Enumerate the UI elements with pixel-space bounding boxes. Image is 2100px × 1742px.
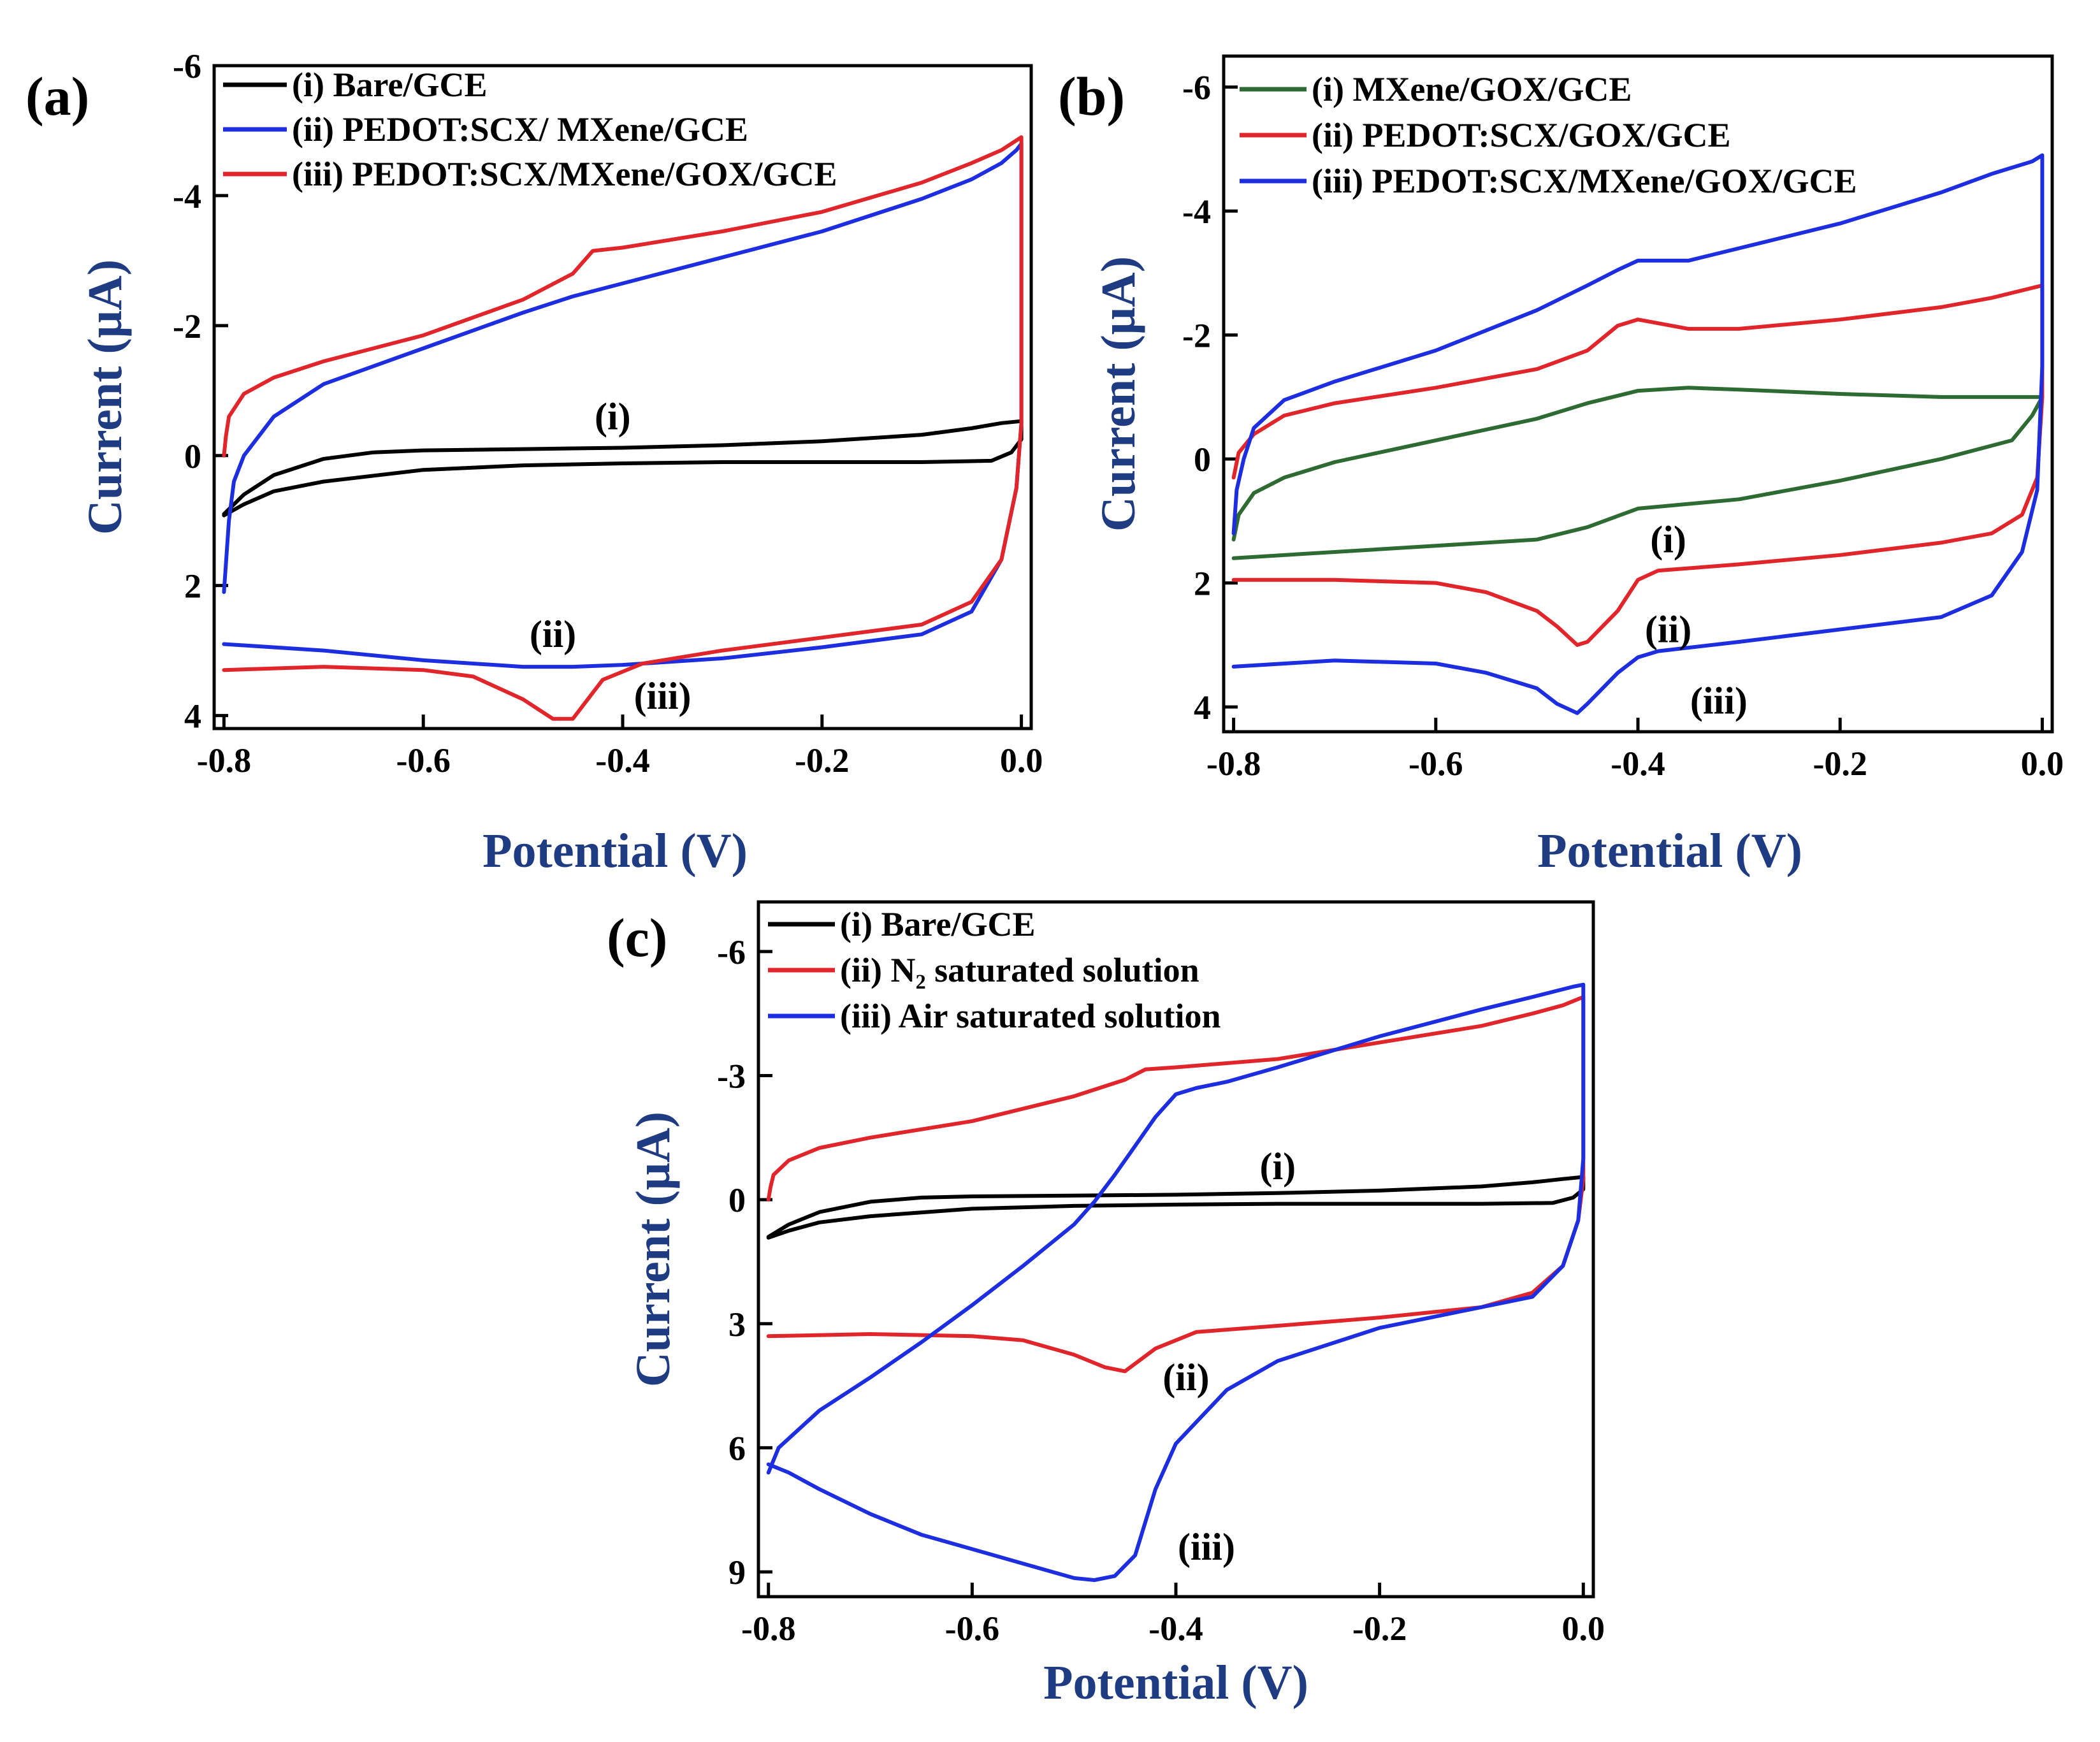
panel-c-curves xyxy=(766,982,1586,1582)
panel-a-y-tick-label: 2 xyxy=(184,567,201,606)
panel-a-y-tick-label: 0 xyxy=(184,437,201,475)
panel-b: (b) -0.8 -0.6 -0.4 -0.2 0.0 -6 -4 -2 0 2 4 (i) MXe… xyxy=(1058,54,2064,878)
panel-a-annotation-1: (i) xyxy=(595,396,631,438)
panel-a-y-tick-label: -2 xyxy=(173,307,201,345)
panel-c-legend-label: (i) Bare/GCE xyxy=(840,905,1035,943)
panel-c-annotations: (i) (ii) (iii) xyxy=(1162,1145,1296,1568)
panel-c-series-3-line xyxy=(766,982,1586,1582)
panel-b-legend-label: (i) MXene/GOX/GCE xyxy=(1312,70,1632,108)
panel-a-x-axis-title: Potential (V) xyxy=(482,824,748,878)
panel-c-legend-label: (iii) Air saturated solution xyxy=(840,997,1221,1035)
panel-b-x-axis-title: Potential (V) xyxy=(1537,824,1802,878)
panel-c-label: (c) xyxy=(607,907,667,968)
panel-a-ticks: -0.8 -0.6 -0.4 -0.2 0.0 -6 -4 -2 0 2 4 xyxy=(173,47,1043,780)
panel-a-curves xyxy=(222,135,1024,721)
panel-b-x-tick-label: -0.2 xyxy=(1813,744,1867,783)
panel-b-legend-label: (iii) PEDOT:SCX/MXene/GOX/GCE xyxy=(1312,162,1857,200)
panel-b-ticks: -0.8 -0.6 -0.4 -0.2 0.0 -6 -4 -2 0 2 4 xyxy=(1182,69,2064,783)
panel-a-y-axis-title: Current (μA) xyxy=(78,259,132,535)
panel-b-x-tick-label: -0.4 xyxy=(1611,744,1665,783)
panel-c-annotation-3: (iii) xyxy=(1178,1526,1235,1568)
panel-c-x-tick-label: 0.0 xyxy=(1562,1609,1605,1648)
panel-a-y-tick-label: -6 xyxy=(173,47,201,85)
panel-b-annotation-2: (ii) xyxy=(1645,609,1691,651)
panel-a-x-tick-label: -0.2 xyxy=(795,741,849,780)
panel-a-legend-label: (i) Bare/GCE xyxy=(292,66,487,104)
panel-b-label: (b) xyxy=(1058,66,1125,127)
panel-c-y-axis-title: Current (μA) xyxy=(626,1112,680,1387)
panel-c: (c) -0.8 -0.6 -0.4 -0.2 0.0 -6 -3 0 3 6 9 (i) Bare… xyxy=(607,900,1605,1709)
panel-a-x-tick-label: -0.6 xyxy=(396,741,450,780)
panel-c-series-1-line xyxy=(766,1175,1586,1240)
panel-c-y-tick-label: 9 xyxy=(728,1553,746,1592)
panel-b-annotations: (i) (ii) (iii) xyxy=(1645,519,1748,722)
panel-b-y-tick-label: 4 xyxy=(1194,688,1211,727)
panel-c-y-tick-label: 3 xyxy=(728,1305,746,1344)
panel-b-y-tick-label: 0 xyxy=(1194,440,1211,479)
panel-a-x-tick-label: -0.4 xyxy=(595,741,649,780)
panel-c-legend-label: (ii) N₂ saturated solution xyxy=(840,951,1199,989)
panel-c-annotation-1: (i) xyxy=(1259,1145,1296,1187)
panel-b-x-tick-label: 0.0 xyxy=(2021,744,2064,783)
panel-a-series-3-line xyxy=(222,135,1024,721)
panel-c-series-2-line xyxy=(766,995,1586,1374)
panel-b-y-tick-label: -6 xyxy=(1182,69,1211,107)
panel-b-legend-label: (ii) PEDOT:SCX/GOX/GCE xyxy=(1312,116,1731,154)
panel-c-y-tick-label: 6 xyxy=(728,1429,746,1467)
panel-b-legend: (i) MXene/GOX/GCE (ii) PEDOT:SCX/GOX/GCE (… xyxy=(1240,70,1857,200)
panel-b-y-tick-label: -4 xyxy=(1182,192,1211,231)
panel-b-y-axis-title: Current (μA) xyxy=(1092,256,1145,532)
panel-c-x-tick-label: -0.4 xyxy=(1148,1609,1203,1648)
panel-c-x-tick-label: -0.2 xyxy=(1352,1609,1407,1648)
panel-c-y-tick-label: -6 xyxy=(717,933,746,971)
panel-c-y-tick-label: 0 xyxy=(728,1181,746,1219)
panel-b-y-tick-label: -2 xyxy=(1182,317,1211,355)
panel-a-annotations: (i) (ii) (iii) xyxy=(530,396,692,717)
panel-c-ticks: -0.8 -0.6 -0.4 -0.2 0.0 -6 -3 0 3 6 9 xyxy=(717,933,1605,1648)
panel-c-y-tick-label: -3 xyxy=(717,1057,746,1096)
panel-b-y-tick-label: 2 xyxy=(1194,565,1211,603)
panel-c-legend: (i) Bare/GCE (ii) N₂ saturated solution (i… xyxy=(768,905,1221,1035)
panel-c-annotation-2: (ii) xyxy=(1162,1356,1209,1398)
panel-b-annotation-3: (iii) xyxy=(1690,679,1748,722)
panel-b-series-1-line xyxy=(1231,386,2045,560)
panel-c-x-tick-label: -0.6 xyxy=(945,1609,999,1648)
panel-a-legend-label: (ii) PEDOT:SCX/ MXene/GCE xyxy=(292,110,748,149)
panel-a-label: (a) xyxy=(25,66,89,127)
panel-a-x-tick-label: 0.0 xyxy=(1000,741,1043,780)
panel-b-plot-frame xyxy=(1222,54,2054,734)
panel-a-series-2-line xyxy=(222,142,1024,669)
panel-a-x-tick-label: -0.8 xyxy=(197,741,251,780)
panel-a-legend-label: (iii) PEDOT:SCX/MXene/GOX/GCE xyxy=(292,155,837,193)
panel-a-y-tick-label: -4 xyxy=(173,177,201,215)
panel-c-x-tick-label: -0.8 xyxy=(741,1609,795,1648)
panel-a-annotation-2: (ii) xyxy=(530,613,576,655)
panel-a: (a) -0.8 -0.6 -0.4 -0.2 0.0 -6 -4 -2 0 2 4 (i) Bar… xyxy=(25,47,1043,878)
panel-b-curves xyxy=(1231,153,2045,715)
panel-b-annotation-1: (i) xyxy=(1650,519,1686,561)
panel-c-x-axis-title: Potential (V) xyxy=(1043,1656,1308,1709)
panel-a-y-tick-label: 4 xyxy=(184,697,201,736)
panel-a-annotation-3: (iii) xyxy=(634,675,692,717)
panel-b-x-tick-label: -0.8 xyxy=(1206,744,1261,783)
panel-b-x-tick-label: -0.6 xyxy=(1408,744,1463,783)
panel-a-legend: (i) Bare/GCE (ii) PEDOT:SCX/ MXene/GCE (ii… xyxy=(223,66,837,193)
panel-b-series-3-line xyxy=(1231,153,2045,715)
